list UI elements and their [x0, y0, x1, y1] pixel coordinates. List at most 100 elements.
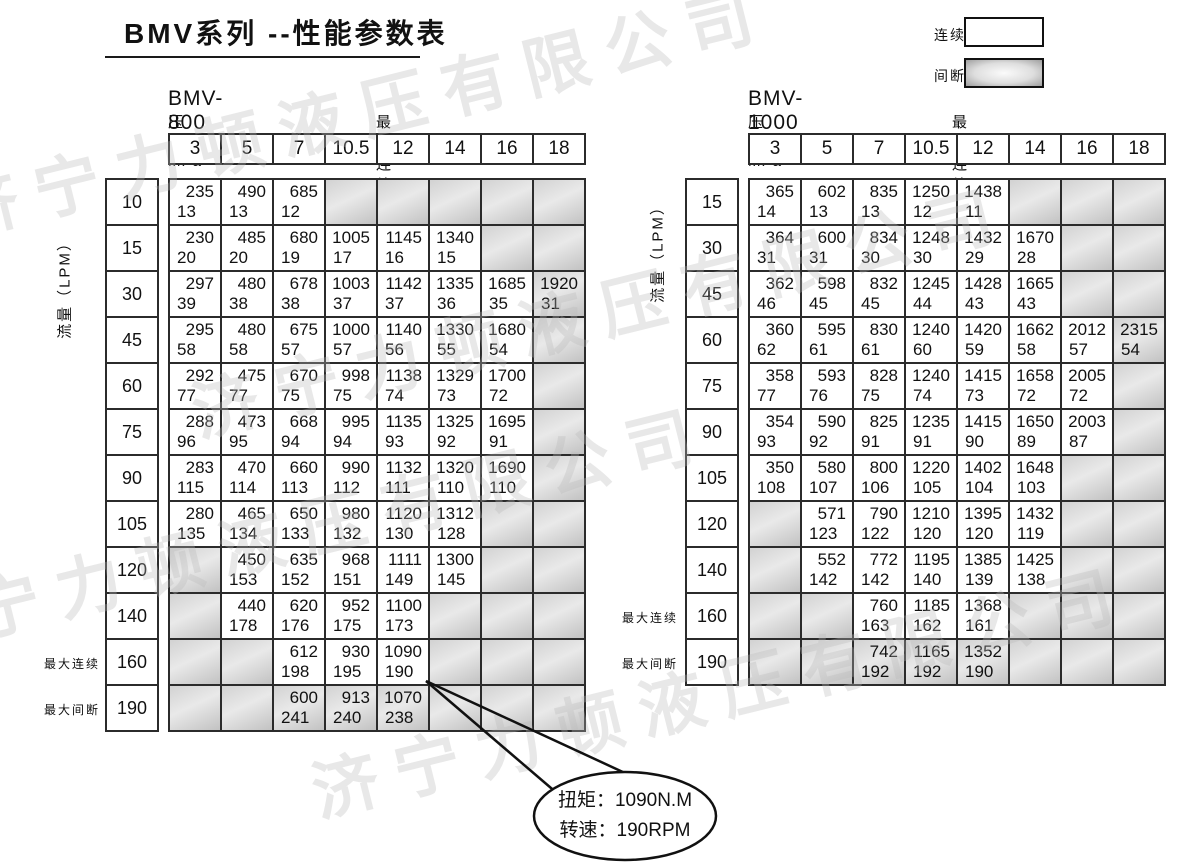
legend-continuous-label: 连续 — [934, 27, 966, 43]
data-cell: 1240 74 — [906, 364, 958, 410]
torque-value: 828 — [869, 366, 898, 385]
torque-value: 590 — [817, 412, 846, 431]
data-cell: 834 30 — [854, 226, 906, 272]
data-cell: 1432 29 — [958, 226, 1010, 272]
speed-value: 38 — [281, 294, 300, 313]
speed-value: 45 — [861, 294, 880, 313]
torque-value: 1145 — [385, 228, 422, 247]
torque-value: 580 — [817, 458, 846, 477]
torque-value: 235 — [185, 182, 214, 201]
pressure-header-row: 3 5 7 10.5 12 14 16 18 — [168, 133, 586, 165]
speed-value: 152 — [281, 570, 310, 589]
torque-value: 834 — [869, 228, 898, 247]
torque-value: 1340 — [436, 228, 474, 247]
data-cell — [378, 180, 430, 226]
data-cell — [1062, 548, 1114, 594]
torque-value: 685 — [289, 182, 318, 201]
data-cell: 1415 90 — [958, 410, 1010, 456]
speed-value: 30 — [861, 248, 880, 267]
torque-value: 450 — [237, 550, 266, 569]
data-cell: 790 122 — [854, 502, 906, 548]
speed-value: 44 — [913, 294, 932, 313]
torque-value: 1415 — [964, 366, 1002, 385]
torque-value: 475 — [237, 366, 266, 385]
torque-value: 1432 — [1016, 504, 1054, 523]
data-cell: 1120 130 — [378, 502, 430, 548]
torque-value: 830 — [869, 320, 898, 339]
torque-value: 2003 — [1068, 412, 1106, 431]
data-cell — [1114, 548, 1166, 594]
speed-value: 134 — [229, 524, 258, 543]
data-cell — [170, 548, 222, 594]
speed-value: 192 — [861, 662, 890, 681]
data-cell: 635 152 — [274, 548, 326, 594]
data-cell: 1142 37 — [378, 272, 430, 318]
data-cell: 1330 55 — [430, 318, 482, 364]
data-cell — [482, 640, 534, 686]
data-cell: 760 163 — [854, 594, 906, 640]
side-label-max-continuous: 最大连续 — [43, 657, 100, 671]
torque-value: 1700 — [488, 366, 526, 385]
data-cell — [1114, 502, 1166, 548]
data-cell: 1415 73 — [958, 364, 1010, 410]
speed-value: 87 — [1069, 432, 1088, 451]
pressure-header-cell: 14 — [1010, 135, 1062, 165]
data-cell — [430, 594, 482, 640]
data-cell: 1402 104 — [958, 456, 1010, 502]
speed-value: 190 — [385, 662, 414, 681]
speed-value: 105 — [913, 478, 942, 497]
speed-value: 17 — [333, 248, 352, 267]
data-cell — [534, 364, 586, 410]
torque-value: 1312 — [436, 504, 474, 523]
data-cell: 1165 192 — [906, 640, 958, 686]
speed-value: 45 — [809, 294, 828, 313]
data-cell: 825 91 — [854, 410, 906, 456]
torque-value: 1240 — [912, 320, 950, 339]
torque-value: 1425 — [1016, 550, 1054, 569]
torque-value: 1090 — [384, 642, 422, 661]
pressure-header-cell: 3 — [170, 135, 222, 165]
data-cell — [482, 686, 534, 732]
torque-value: 1005 — [332, 228, 370, 247]
torque-value: 1368 — [964, 596, 1002, 615]
data-cell: 800 106 — [854, 456, 906, 502]
data-cell: 1920 31 — [534, 272, 586, 318]
speed-value: 39 — [177, 294, 196, 313]
torque-value: 1240 — [912, 366, 950, 385]
data-cell — [1062, 640, 1114, 686]
data-cell — [1114, 410, 1166, 456]
speed-value: 77 — [229, 386, 248, 405]
data-cell: 350 108 — [750, 456, 802, 502]
speed-value: 128 — [437, 524, 466, 543]
torque-value: 1658 — [1016, 366, 1054, 385]
speed-value: 119 — [1017, 524, 1045, 543]
data-cell — [1114, 226, 1166, 272]
speed-value: 198 — [281, 662, 310, 681]
torque-value: 990 — [341, 458, 370, 477]
speed-value: 57 — [281, 340, 300, 359]
data-cell — [482, 594, 534, 640]
speed-value: 120 — [965, 524, 994, 543]
data-cell: 1670 28 — [1010, 226, 1062, 272]
data-cell — [534, 456, 586, 502]
data-cell: 292 77 — [170, 364, 222, 410]
speed-value: 31 — [757, 248, 776, 267]
flow-row-labels: 10 15 30 45 60 75 90 105 120 140 160 190 — [105, 178, 159, 732]
torque-value: 360 — [765, 320, 794, 339]
speed-value: 35 — [489, 294, 508, 313]
torque-value: 1428 — [964, 274, 1002, 293]
speed-value: 173 — [385, 616, 414, 635]
torque-value: 825 — [869, 412, 898, 431]
speed-value: 72 — [1069, 386, 1088, 405]
torque-value: 593 — [817, 366, 846, 385]
torque-value: 1142 — [385, 274, 422, 293]
legend-continuous-swatch — [964, 17, 1044, 47]
data-cell: 612 198 — [274, 640, 326, 686]
torque-value: 1335 — [436, 274, 474, 293]
data-cell — [1114, 364, 1166, 410]
data-cell: 930 195 — [326, 640, 378, 686]
data-cell: 830 61 — [854, 318, 906, 364]
torque-value: 1120 — [385, 504, 422, 523]
data-cell: 832 45 — [854, 272, 906, 318]
